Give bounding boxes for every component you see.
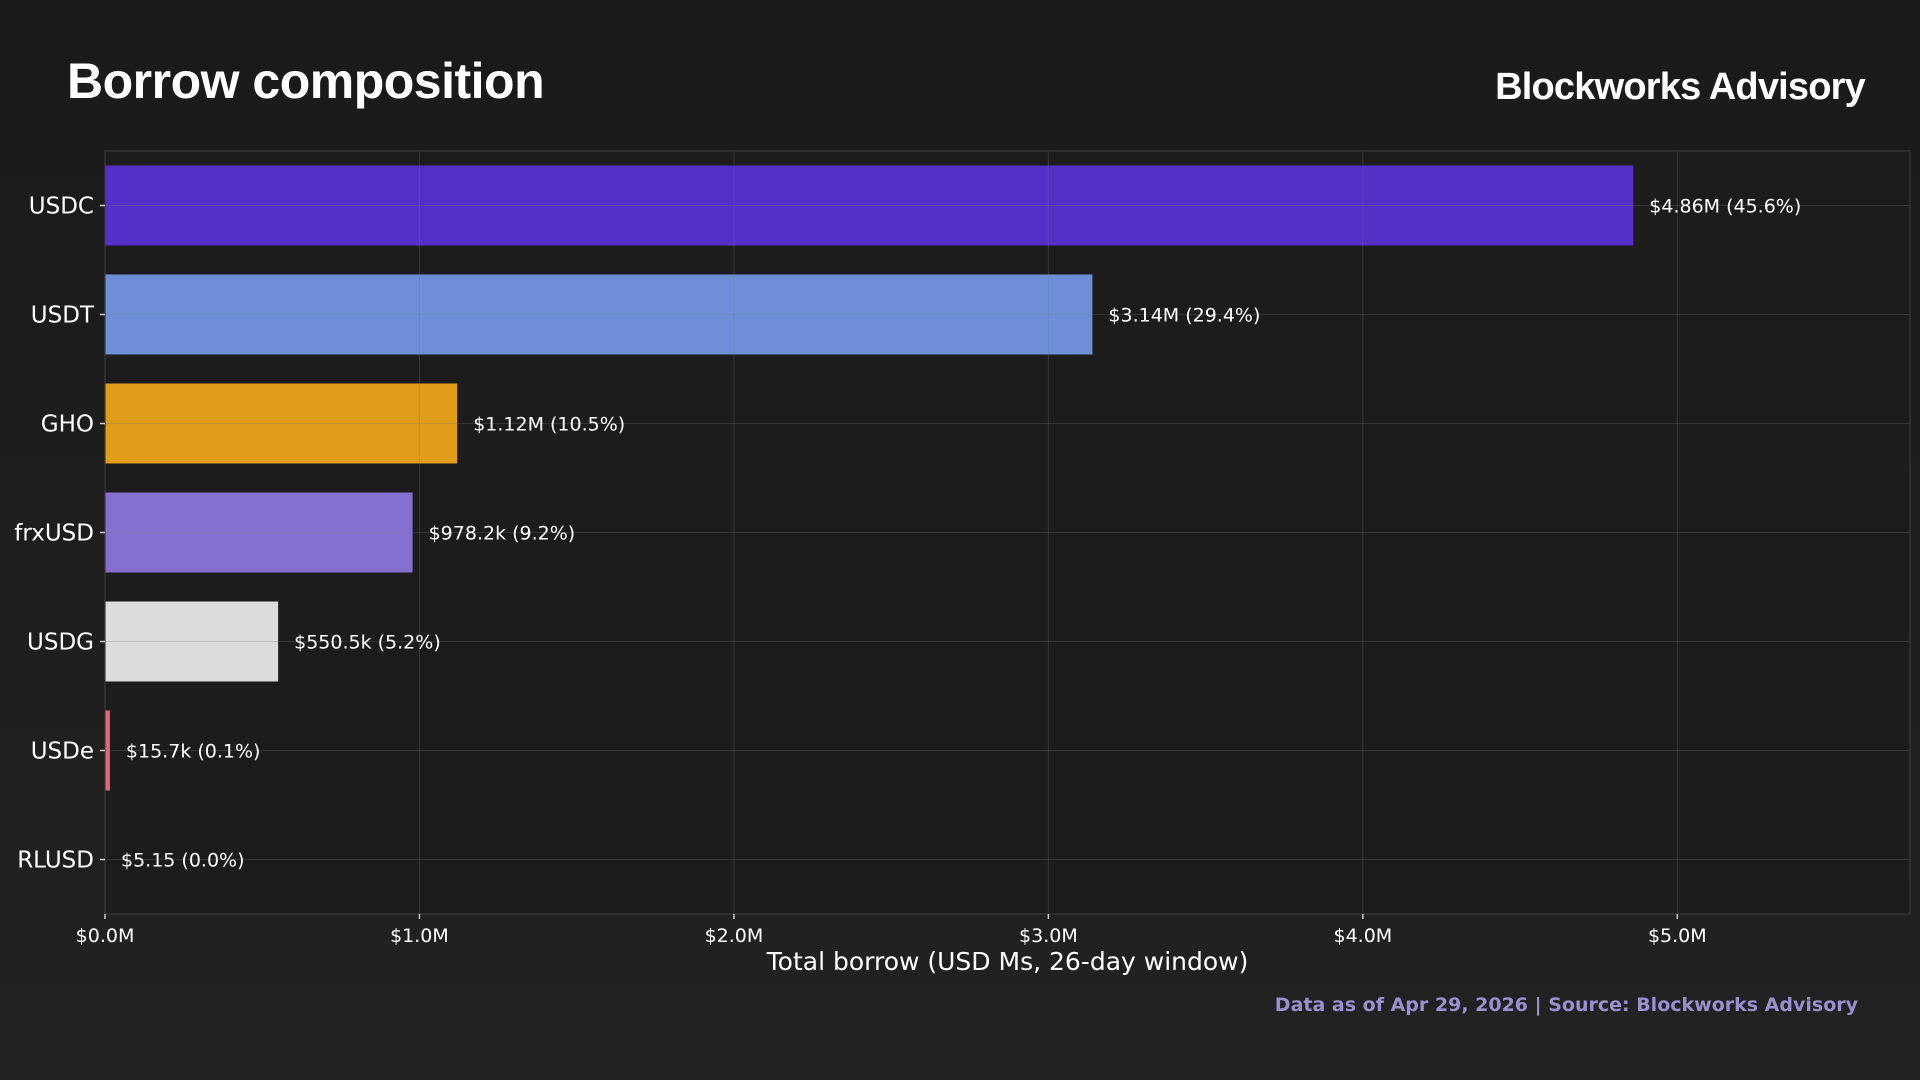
category-label-gho: GHO [41,412,94,438]
bar-gho [105,383,458,464]
bar-usde [105,710,110,791]
x-tick-label: $4.0M [1333,925,1392,947]
data-label-usde: $15.7k (0.1%) [126,741,261,763]
category-label-usdg: USDG [27,630,94,656]
data-label-rlusd: $5.15 (0.0%) [121,850,245,872]
data-label-usdt: $3.14M (29.4%) [1108,305,1260,327]
category-label-usdc: USDC [29,194,94,220]
x-tick-label: $1.0M [390,925,449,947]
source-note: Data as of Apr 29, 2026 | Source: Blockw… [1274,994,1858,1016]
bar-frxusd [105,492,413,573]
data-label-gho: $1.12M (10.5%) [473,414,625,436]
category-label-rlusd: RLUSD [17,848,94,874]
category-label-frxusd: frxUSD [14,521,94,547]
x-tick-label: $2.0M [705,925,764,947]
category-label-usde: USDe [31,739,94,765]
x-tick-label: $0.0M [76,925,135,947]
x-axis-title: Total borrow (USD Ms, 26-day window) [766,947,1249,976]
data-label-frxusd: $978.2k (9.2%) [429,523,576,545]
bar-usdt [105,274,1093,355]
page-title: Borrow composition [67,53,545,109]
x-tick-label: $3.0M [1019,925,1078,947]
brand-logo-text: Blockworks Advisory [1495,66,1866,108]
x-tick-label: $5.0M [1648,925,1707,947]
bar-usdg [105,601,279,682]
category-label-usdt: USDT [31,303,95,329]
data-label-usdg: $550.5k (5.2%) [294,632,441,654]
data-label-usdc: $4.86M (45.6%) [1649,196,1801,218]
bar-usdc [105,165,1634,246]
